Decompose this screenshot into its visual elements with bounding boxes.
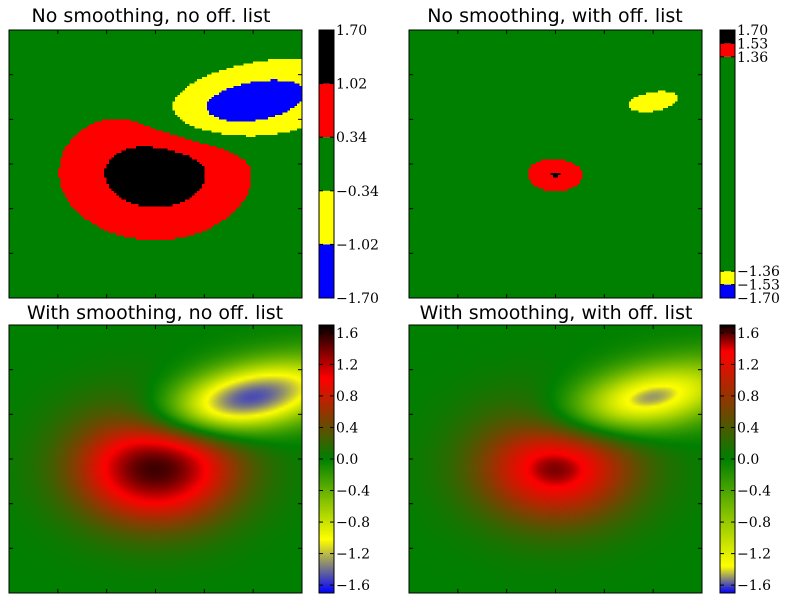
colorbar-tick-label: 1.6	[737, 326, 759, 342]
colorbar-segment	[319, 83, 334, 138]
colorbar-segment	[319, 244, 334, 298]
colorbar-tick-label: −1.2	[336, 547, 370, 563]
colorbar-tick-label: 0.4	[336, 420, 358, 436]
heatmap-image	[409, 325, 702, 593]
colorbar-gradient	[720, 325, 735, 593]
chart-title: With smoothing, no off. list	[27, 302, 283, 324]
colorbar-tick-label: −1.2	[737, 547, 771, 563]
colorbar-segment	[720, 30, 735, 44]
colorbar-tick-label: 1.6	[336, 326, 358, 342]
colorbar-tick-label: 0.34	[336, 130, 367, 146]
colorbar-tick-label: −1.6	[336, 578, 370, 594]
colorbar-tick-label: 0.0	[336, 452, 358, 468]
colorbar-tick-label: 0.8	[737, 389, 759, 405]
colorbar-segment	[720, 271, 735, 285]
colorbar-tick-label: 0.8	[336, 389, 358, 405]
colorbar-tick-label: −0.4	[336, 484, 370, 500]
colorbar-segment	[319, 190, 334, 245]
colorbar-gradient	[319, 325, 334, 593]
colorbar-tick-label: −1.6	[737, 578, 771, 594]
chart-panel-4: With smoothing, with off. list −1.6 −1.2 −0…	[408, 302, 771, 594]
colorbar-tick-label: 1.36	[737, 50, 768, 66]
colorbar-segment	[319, 137, 334, 191]
colorbar-tick-label: −1.02	[336, 237, 379, 253]
chart-panel-2: No smoothing, with off. list −1.70−1.53−1…	[408, 5, 780, 307]
colorbar-tick-label: −0.4	[737, 484, 771, 500]
colorbar-tick-label: −0.8	[737, 515, 771, 531]
colorbar-tick-label: −0.34	[336, 184, 379, 200]
chart-title: With smoothing, with off. list	[420, 302, 693, 324]
heatmap-image	[409, 30, 702, 298]
chart-title: No smoothing, no off. list	[32, 5, 271, 27]
colorbar-tick-label: 0.0	[737, 452, 759, 468]
colorbar-tick-label: 1.2	[336, 357, 358, 373]
colorbar-tick-label: −0.8	[336, 515, 370, 531]
colorbar-frame	[719, 29, 736, 299]
colorbar-tick-label: −1.70	[737, 291, 780, 307]
colorbar-frame	[318, 29, 335, 299]
heatmap-image	[9, 30, 302, 298]
colorbar-tick-label: −1.53	[737, 278, 780, 294]
chart-title: No smoothing, with off. list	[427, 5, 683, 27]
colorbar-tick-label: 1.70	[336, 23, 367, 39]
colorbar-tick-label: 1.02	[336, 77, 367, 93]
colorbar-segment	[319, 30, 334, 84]
heatmap-image	[9, 325, 302, 593]
colorbar-segment	[720, 43, 735, 57]
chart-panel-3: With smoothing, no off. list −1.6 −1.2 −0.8…	[8, 302, 370, 594]
colorbar-tick-label: 1.70	[737, 23, 768, 39]
colorbar-segment	[720, 56, 735, 272]
colorbar-tick-label: −1.36	[737, 264, 780, 280]
chart-panel-1: No smoothing, no off. list −1.70 −1.02 −0.3…	[8, 5, 379, 307]
colorbar-segment	[720, 284, 735, 298]
colorbar-tick-label: −1.70	[336, 291, 379, 307]
colorbar-tick-label: 0.4	[737, 420, 759, 436]
colorbar-tick-label: 1.2	[737, 357, 759, 373]
colorbar-tick-label: 1.53	[737, 36, 768, 52]
